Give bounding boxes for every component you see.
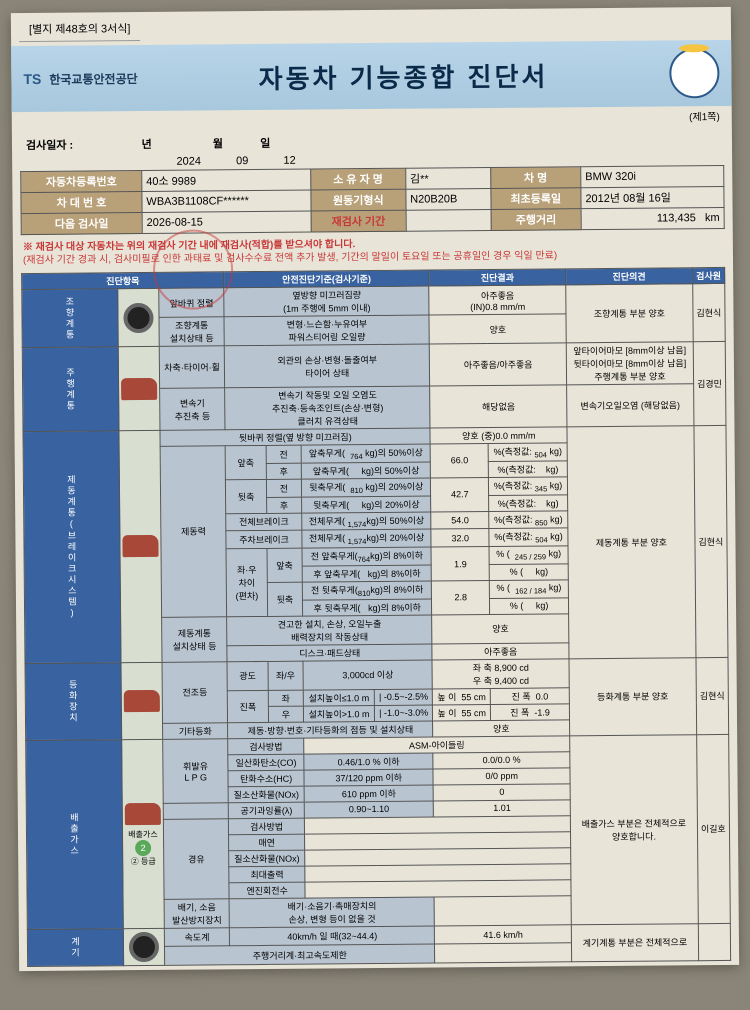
brake-icon-cell	[119, 430, 162, 662]
col-result: 진단결과	[429, 269, 566, 286]
mileage-val: 113,435 km	[581, 207, 724, 229]
mascot-icon	[669, 48, 719, 98]
year-val: 2024	[136, 153, 207, 170]
section-gauge: 계기	[27, 928, 123, 966]
ts-logo: TS	[23, 71, 41, 87]
form-reference: [별지 제48호의 3서식]	[19, 16, 141, 42]
engine-val: N20B20B	[406, 188, 491, 210]
owner-val: 김**	[405, 167, 490, 189]
reg-label: 자동차등록번호	[21, 171, 142, 193]
section-brake: 제동계통(브레이크시스템)	[23, 431, 121, 664]
car-brake-icon	[122, 535, 158, 557]
section-steering: 조향계통	[22, 289, 119, 348]
section-driving: 주행계통	[22, 347, 119, 432]
engine-label: 원동기형식	[311, 189, 406, 211]
vin-val: WBA3B1108CF******	[142, 190, 311, 212]
owner-label: 소 유 자 명	[311, 168, 406, 190]
gauge-icon	[129, 932, 159, 962]
car-icon	[121, 377, 157, 399]
doc-title: 자동차 기능종합 진단서	[137, 55, 669, 97]
col-criteria: 안전진단기준(검사기준)	[224, 270, 429, 288]
reg-val: 40소 9989	[142, 169, 311, 191]
reinspect-label: 재검사 기간	[311, 210, 406, 232]
col-opinion: 진단의견	[566, 268, 693, 285]
ts-org-name: 한국교통안전공단	[49, 70, 137, 88]
header-band: TS 한국교통안전공단 자동차 기능종합 진단서	[11, 40, 732, 112]
next-val: 2026-08-15	[142, 211, 311, 233]
month-unit: 월	[207, 133, 255, 153]
day-unit: 일	[254, 133, 302, 153]
diagnosis-table: 진단항목 안전진단기준(검사기준) 진단결과 진단의견 검사원 조향계통 앞바퀴…	[21, 267, 731, 967]
model-label: 차 명	[490, 167, 580, 189]
section-emission: 배출가스	[26, 740, 124, 930]
emission-icon-cell: 배출가스 2 ② 등급	[122, 739, 165, 928]
grade-badge: 2	[135, 840, 151, 856]
next-label: 다음 검사일	[21, 213, 142, 235]
vin-label: 차 대 번 호	[21, 192, 142, 214]
col-inspector: 검사원	[692, 267, 724, 283]
model-val: BMW 320i	[581, 165, 724, 187]
month-val: 09	[207, 153, 254, 169]
light-icon-cell	[121, 662, 163, 739]
vehicle-info-table: 자동차등록번호 40소 9989 소 유 자 명 김** 차 명 BMW 320…	[20, 165, 725, 235]
mileage-label: 주행거리	[491, 209, 581, 231]
driving-icon-cell	[118, 346, 160, 430]
steering-wheel-icon	[123, 302, 153, 332]
year-unit: 년	[136, 133, 207, 154]
day-val: 12	[254, 153, 302, 169]
steering-icon-cell	[118, 288, 160, 346]
inspection-sheet: [별지 제48호의 3서식] TS 한국교통안전공단 자동차 기능종합 진단서 …	[11, 7, 739, 971]
gauge-icon-cell	[123, 928, 164, 965]
car-emit-icon	[125, 803, 161, 825]
col-item: 진단항목	[22, 272, 224, 290]
firstreg-label: 최초등록일	[491, 188, 581, 210]
vehicle-info: 검사일자 : 년 월 일 2024 09 12 자동차등록번호 40소 9989…	[12, 125, 733, 239]
firstreg-val: 2012년 08월 16일	[581, 186, 724, 208]
car-light-icon	[124, 690, 160, 712]
section-light: 등화장치	[25, 663, 122, 741]
inspect-date-label: 검사일자 :	[20, 134, 136, 155]
